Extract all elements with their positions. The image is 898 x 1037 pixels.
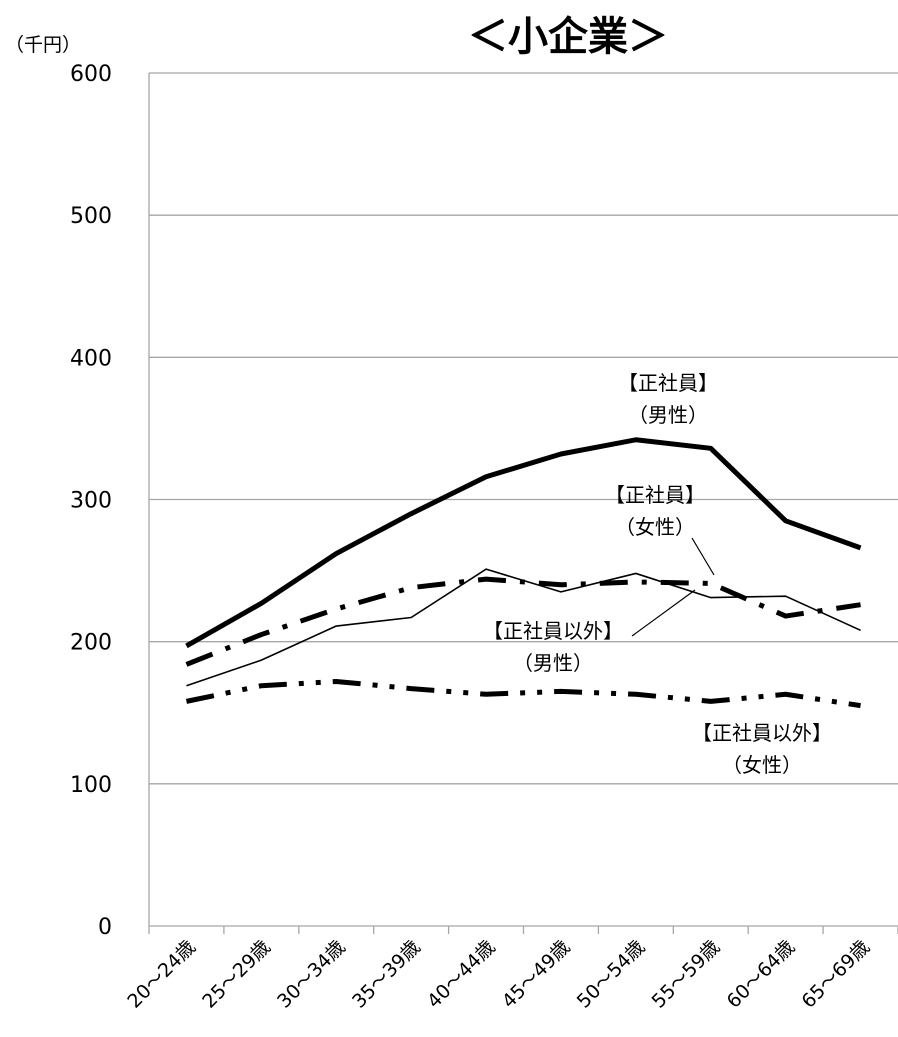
x-tick-label: 60～64歳 <box>723 936 800 1013</box>
annotation-label: 【正社員以外】 <box>692 721 832 745</box>
y-tick-label: 200 <box>70 631 112 656</box>
annotation-label: （男性） <box>513 651 593 675</box>
y-tick-label: 400 <box>70 346 112 371</box>
leader-line <box>691 537 715 576</box>
y-axis-unit-label: （千円） <box>5 34 81 56</box>
x-tick-label: 40～44歳 <box>423 936 500 1013</box>
gridlines <box>148 72 898 934</box>
series-line-1 <box>185 437 862 649</box>
x-tick-label: 25～29歳 <box>198 936 275 1013</box>
x-axis-ticks: 20～24歳25～29歳30～34歳35～39歳40～44歳45～49歳50～5… <box>123 936 874 1013</box>
series-line-4 <box>185 678 861 709</box>
x-tick-label: 45～49歳 <box>498 936 575 1013</box>
series-lines <box>185 437 862 709</box>
x-tick-label: 35～39歳 <box>348 936 425 1013</box>
y-tick-label: 0 <box>98 915 112 940</box>
y-tick-label: 300 <box>70 489 112 514</box>
annotation-label: （女性） <box>722 753 802 777</box>
y-tick-label: 600 <box>70 62 112 87</box>
y-axis-ticks: 0 100 200 300 400 500 600 <box>70 62 112 940</box>
leader-line <box>631 589 696 637</box>
x-tick-label: 20～24歳 <box>123 936 200 1013</box>
annotation-label: 【正社員】 <box>605 483 705 507</box>
annotation-label: 【正社員】 <box>618 371 718 395</box>
annotation-label: （女性） <box>615 515 695 539</box>
x-tick-label: 55～59歳 <box>648 936 725 1013</box>
x-tick-label: 50～54歳 <box>573 936 650 1013</box>
x-tick-label: 30～34歳 <box>273 936 350 1013</box>
y-tick-label: 500 <box>70 204 112 229</box>
series-line-3 <box>185 576 861 667</box>
annotation-label: 【正社員以外】 <box>483 619 623 643</box>
x-tick-label: 65～69歳 <box>797 936 874 1013</box>
annotation-label: （男性） <box>628 403 708 427</box>
y-tick-label: 100 <box>70 773 112 798</box>
chart-title: ＜小企業＞ <box>468 14 668 60</box>
series-annotations: 【正社員】 （男性） 【正社員】 （女性） 【正社員以外】 （男性） 【正社員以外】 （女性） <box>483 371 832 777</box>
